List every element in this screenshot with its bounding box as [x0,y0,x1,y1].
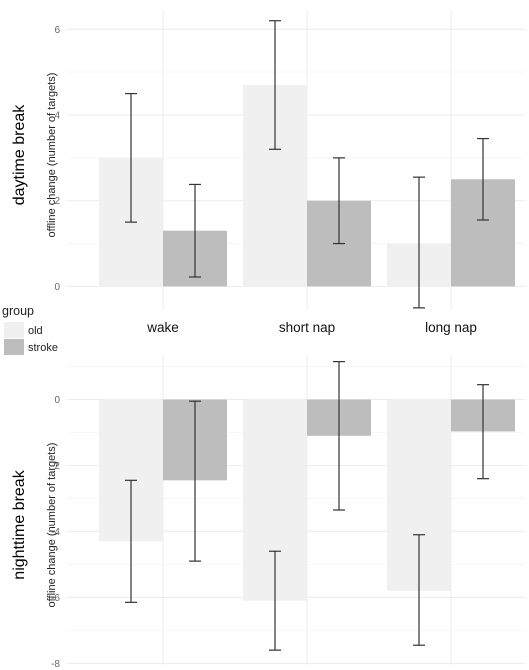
daytime-error-bars [125,20,489,309]
errorbar-stroke-short-nap [333,360,345,511]
legend-label-stroke: stroke [28,342,58,354]
errorbar-stroke-short-nap [333,157,345,245]
y-tick-label: -2 [51,461,60,472]
y-tick-label: 0 [54,395,60,406]
y-tick-label: 2 [54,196,60,207]
errorbar-stroke-long-nap [477,384,489,480]
category-label-short-nap: short nap [279,320,335,335]
errorbar-old-wake [125,479,137,603]
category-label-wake: wake [146,320,179,335]
y-tick-label: -6 [51,593,60,604]
y-tick-label: 0 [54,282,60,293]
y-tick-label: -8 [51,659,60,670]
errorbar-stroke-wake [189,183,201,278]
errorbar-old-long-nap [413,176,425,309]
category-label-long-nap: long nap [425,320,477,335]
nighttime-panel-title: nighttime break [11,469,28,579]
nighttime-bars [99,399,515,601]
daytime-y-tick-labels: 0 2 4 6 [54,25,60,293]
daytime-y-axis-label: offline change (number of targets) [46,73,58,238]
panel-daytime: 0 2 4 6 wake short nap long nap offline chang… [11,10,525,335]
nighttime-y-tick-labels: -8 -6 -4 -2 0 [51,395,60,670]
legend-swatch-stroke [4,339,24,355]
errorbar-old-short-nap [269,550,281,651]
errorbar-stroke-wake [189,400,201,562]
daytime-category-labels: wake short nap long nap [146,320,477,335]
legend-swatch-old [4,322,24,338]
legend-label-old: old [28,325,43,337]
errorbar-old-long-nap [413,534,425,646]
daytime-panel-title: daytime break [11,104,28,205]
errorbar-old-short-nap [269,20,281,150]
nighttime-y-axis-label: offline change (number of targets) [46,443,58,608]
y-tick-label: 4 [54,111,60,122]
y-tick-label: 6 [54,25,60,36]
panel-nighttime: -8 -6 -4 -2 0 offline change (number of targ… [11,355,525,670]
legend-title: group [2,304,34,318]
errorbar-old-wake [125,92,137,223]
y-tick-label: -4 [51,527,60,538]
nighttime-error-bars [125,360,489,651]
errorbar-stroke-long-nap [477,137,489,221]
legend: group old stroke [2,304,58,355]
